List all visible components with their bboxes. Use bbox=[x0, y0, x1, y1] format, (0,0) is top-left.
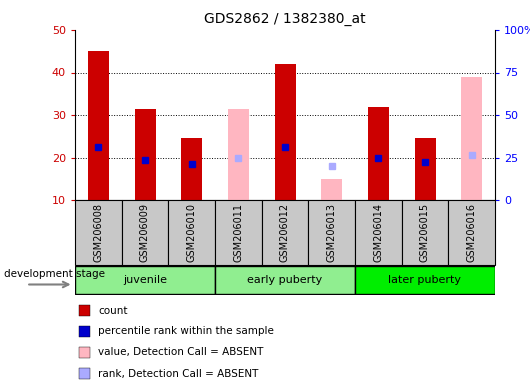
Bar bbox=[355, 266, 495, 295]
Bar bbox=[75, 266, 215, 295]
Text: GSM206016: GSM206016 bbox=[467, 203, 476, 262]
Bar bbox=[402, 200, 448, 265]
Bar bbox=[79, 348, 90, 358]
Bar bbox=[275, 64, 296, 200]
Text: GSM206008: GSM206008 bbox=[93, 203, 103, 262]
Bar bbox=[135, 109, 155, 200]
Bar bbox=[122, 200, 169, 265]
Bar bbox=[355, 200, 402, 265]
Bar bbox=[88, 51, 109, 200]
Text: later puberty: later puberty bbox=[388, 275, 462, 285]
Text: value, Detection Call = ABSENT: value, Detection Call = ABSENT bbox=[98, 348, 263, 358]
Bar bbox=[79, 369, 90, 379]
Bar bbox=[262, 200, 308, 265]
Text: count: count bbox=[98, 306, 128, 316]
Bar bbox=[321, 179, 342, 200]
Bar bbox=[215, 200, 262, 265]
Bar bbox=[308, 200, 355, 265]
Bar bbox=[75, 200, 122, 265]
Bar bbox=[414, 138, 436, 200]
Bar bbox=[461, 77, 482, 200]
Text: early puberty: early puberty bbox=[248, 275, 323, 285]
Text: GSM206009: GSM206009 bbox=[140, 203, 150, 262]
Bar bbox=[79, 305, 90, 316]
Text: juvenile: juvenile bbox=[123, 275, 167, 285]
Bar bbox=[169, 200, 215, 265]
Text: GSM206010: GSM206010 bbox=[187, 203, 197, 262]
Title: GDS2862 / 1382380_at: GDS2862 / 1382380_at bbox=[204, 12, 366, 26]
Bar bbox=[228, 109, 249, 200]
Text: development stage: development stage bbox=[4, 269, 105, 279]
Text: GSM206013: GSM206013 bbox=[326, 203, 337, 262]
Bar bbox=[368, 106, 389, 200]
Text: GSM206014: GSM206014 bbox=[373, 203, 383, 262]
Text: GSM206015: GSM206015 bbox=[420, 203, 430, 262]
Text: percentile rank within the sample: percentile rank within the sample bbox=[98, 326, 274, 336]
Bar bbox=[79, 326, 90, 336]
Bar bbox=[181, 138, 202, 200]
Text: rank, Detection Call = ABSENT: rank, Detection Call = ABSENT bbox=[98, 369, 259, 379]
Bar bbox=[448, 200, 495, 265]
Text: GSM206012: GSM206012 bbox=[280, 203, 290, 262]
Text: GSM206011: GSM206011 bbox=[233, 203, 243, 262]
Bar bbox=[215, 266, 355, 295]
